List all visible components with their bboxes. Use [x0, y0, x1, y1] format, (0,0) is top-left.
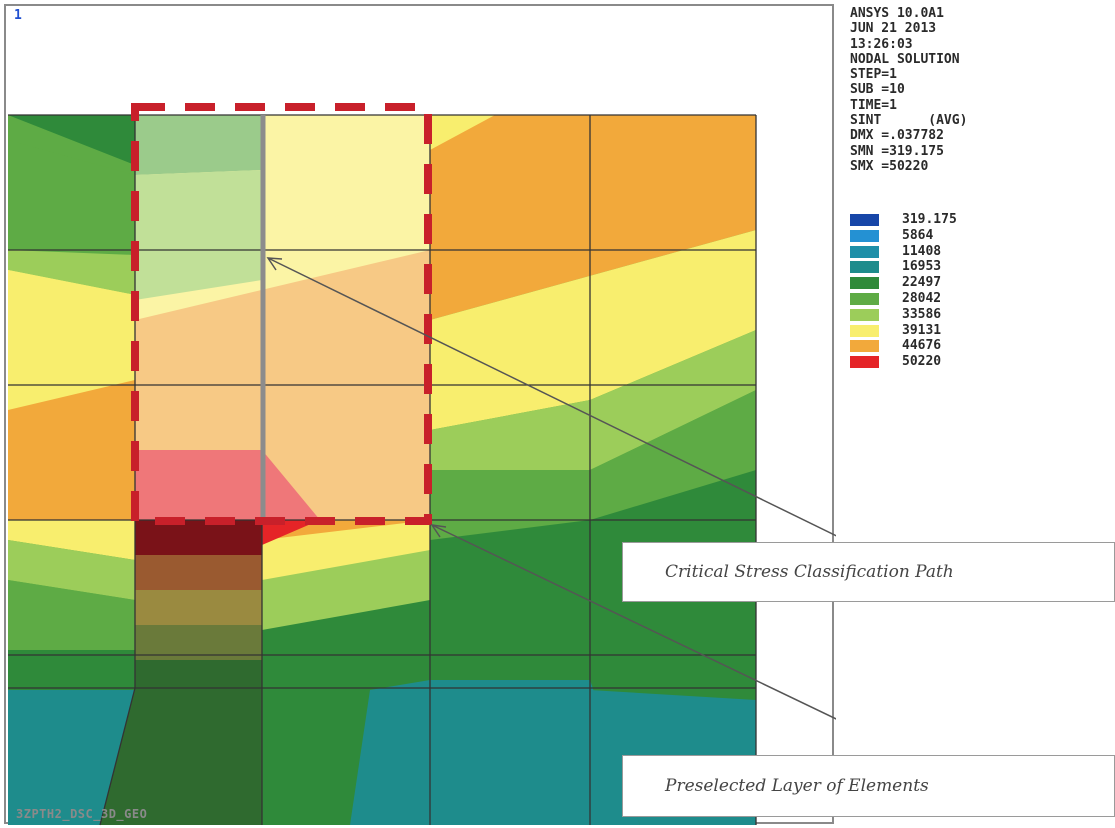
- legend-swatch: [850, 292, 879, 305]
- window-number: 1: [14, 8, 22, 23]
- legend-swatch: [850, 277, 879, 290]
- legend-value: 11408: [902, 243, 942, 259]
- legend-row: 5864: [850, 228, 1110, 244]
- info-line: TIME=1: [850, 97, 897, 113]
- info-line: SUB =10: [850, 82, 905, 98]
- legend-row: 22497: [850, 275, 1110, 291]
- legend-row: 39131: [850, 323, 1110, 339]
- legend-swatch: [850, 308, 879, 321]
- leader-arrows: [266, 257, 836, 720]
- legend-swatch: [850, 245, 879, 258]
- legend-row: 50220: [850, 354, 1110, 370]
- legend-swatch: [850, 356, 879, 369]
- legend-value: 5864: [902, 227, 934, 243]
- info-line: 13:26:03: [850, 36, 913, 52]
- legend-value: 39131: [902, 322, 942, 338]
- contour-plot: [8, 103, 836, 826]
- info-line: SMX =50220: [850, 158, 929, 174]
- info-line: JUN 21 2013: [850, 21, 937, 37]
- info-line: ANSYS 10.0A1: [850, 6, 944, 21]
- info-line: STEP=1: [850, 67, 897, 83]
- legend-swatch: [850, 340, 879, 353]
- callout-critical-path: Critical Stress Classification Path: [622, 542, 1115, 602]
- model-name: 3ZPTH2_DSC_3D_GEO: [16, 807, 148, 821]
- contour-bands: [8, 115, 756, 825]
- legend-value: 319.175: [902, 212, 957, 227]
- legend-value: 50220: [902, 354, 942, 370]
- callout-critical-path-text: Critical Stress Classification Path: [665, 562, 954, 582]
- legend-swatch: [850, 229, 879, 242]
- info-line: DMX =.037782: [850, 128, 944, 144]
- callout-preselected-layer: Preselected Layer of Elements: [622, 755, 1115, 817]
- selection-box: [131, 103, 432, 525]
- legend-row: 16953: [850, 259, 1110, 275]
- legend-row: 319.175: [850, 212, 1110, 228]
- callout-preselected-layer-text: Preselected Layer of Elements: [665, 776, 929, 796]
- info-line: NODAL SOLUTION: [850, 51, 960, 67]
- legend-swatch: [850, 261, 879, 274]
- legend-value: 28042: [902, 290, 942, 306]
- contour-legend: 319.175 5864 11408 16953 22497 28042 33586 3913…: [850, 212, 1110, 370]
- info-line: SINT (AVG): [850, 113, 968, 129]
- legend-value: 22497: [902, 275, 942, 291]
- legend-value: 33586: [902, 306, 942, 322]
- legend-value: 44676: [902, 338, 942, 354]
- info-panel: ANSYS 10.0A1 JUN 21 2013 13:26:03 NODAL SOL…: [850, 6, 1110, 174]
- legend-row: 44676: [850, 338, 1110, 354]
- legend-swatch: [850, 324, 879, 337]
- legend-row: 33586: [850, 307, 1110, 323]
- legend-row: 28042: [850, 291, 1110, 307]
- legend-row: 11408: [850, 244, 1110, 260]
- legend-value: 16953: [902, 259, 942, 275]
- legend-swatch: [850, 214, 879, 226]
- info-line: SMN =319.175: [850, 143, 944, 159]
